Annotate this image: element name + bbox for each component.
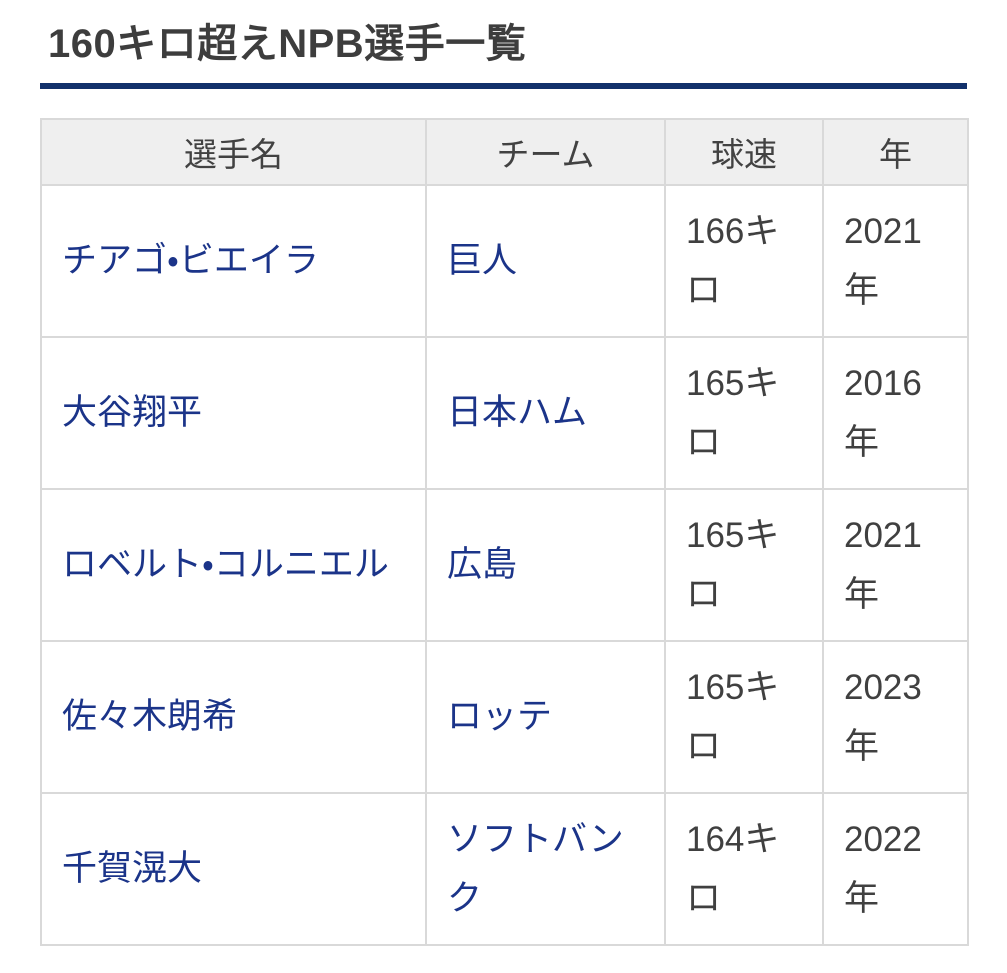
table-row: ロベルト・コルニエル 広島 165キロ 2021年	[40, 488, 969, 642]
team-link[interactable]: 日本ハム	[447, 393, 588, 433]
year-cell: 2021年	[822, 488, 969, 642]
team-cell: 巨人	[425, 184, 666, 338]
header-player: 選手名	[40, 118, 427, 186]
team-cell: ソフトバンク	[425, 792, 666, 946]
year-text: 2016年	[844, 363, 922, 463]
page-container: 160キロ超えNPB選手一覧 選手名 チーム 球速 年 チアゴ・ビエイラ 巨人 16…	[0, 22, 1007, 946]
year-text: 2021年	[844, 211, 922, 311]
players-table: 選手名 チーム 球速 年 チアゴ・ビエイラ 巨人 166キロ 2021年 大谷翔平 日本ハ…	[40, 118, 969, 946]
table-row: 大谷翔平 日本ハム 165キロ 2016年	[40, 336, 969, 490]
year-cell: 2023年	[822, 640, 969, 794]
header-row: 選手名 チーム 球速 年	[40, 118, 969, 186]
table-row: 千賀滉大 ソフトバンク 164キロ 2022年	[40, 792, 969, 946]
year-cell: 2016年	[822, 336, 969, 490]
table-row: チアゴ・ビエイラ 巨人 166キロ 2021年	[40, 184, 969, 338]
page-title: 160キロ超えNPB選手一覧	[48, 22, 527, 66]
speed-cell: 166キロ	[664, 184, 824, 338]
team-cell: ロッテ	[425, 640, 666, 794]
year-text: 2023年	[844, 667, 922, 767]
team-link[interactable]: ソフトバンク	[447, 819, 624, 919]
player-link[interactable]: 千賀滉大	[62, 849, 203, 889]
table-header: 選手名 チーム 球速 年	[40, 118, 969, 186]
team-cell: 日本ハム	[425, 336, 666, 490]
player-cell: 大谷翔平	[40, 336, 427, 490]
player-cell: 佐々木朗希	[40, 640, 427, 794]
team-link[interactable]: 巨人	[447, 241, 518, 281]
speed-cell: 165キロ	[664, 640, 824, 794]
speed-text: 165キロ	[686, 515, 780, 615]
player-link[interactable]: チアゴ・ビエイラ	[62, 241, 319, 281]
player-link[interactable]: 大谷翔平	[62, 393, 203, 433]
year-text: 2022年	[844, 819, 922, 919]
header-speed: 球速	[664, 118, 824, 186]
player-cell: 千賀滉大	[40, 792, 427, 946]
header-year: 年	[822, 118, 969, 186]
team-link[interactable]: ロッテ	[447, 697, 553, 737]
title-underline-rule	[40, 83, 967, 89]
player-cell: チアゴ・ビエイラ	[40, 184, 427, 338]
player-link[interactable]: 佐々木朗希	[62, 697, 238, 737]
speed-text: 166キロ	[686, 211, 780, 311]
player-cell: ロベルト・コルニエル	[40, 488, 427, 642]
speed-text: 164キロ	[686, 819, 780, 919]
speed-cell: 164キロ	[664, 792, 824, 946]
speed-text: 165キロ	[686, 363, 780, 463]
table-row: 佐々木朗希 ロッテ 165キロ 2023年	[40, 640, 969, 794]
table-body: チアゴ・ビエイラ 巨人 166キロ 2021年 大谷翔平 日本ハム 165キロ 2016年 ロベ…	[40, 184, 969, 946]
speed-text: 165キロ	[686, 667, 780, 767]
speed-cell: 165キロ	[664, 336, 824, 490]
speed-cell: 165キロ	[664, 488, 824, 642]
year-cell: 2022年	[822, 792, 969, 946]
team-cell: 広島	[425, 488, 666, 642]
year-text: 2021年	[844, 515, 922, 615]
team-link[interactable]: 広島	[447, 545, 518, 585]
player-link[interactable]: ロベルト・コルニエル	[62, 545, 389, 585]
year-cell: 2021年	[822, 184, 969, 338]
header-team: チーム	[425, 118, 666, 186]
